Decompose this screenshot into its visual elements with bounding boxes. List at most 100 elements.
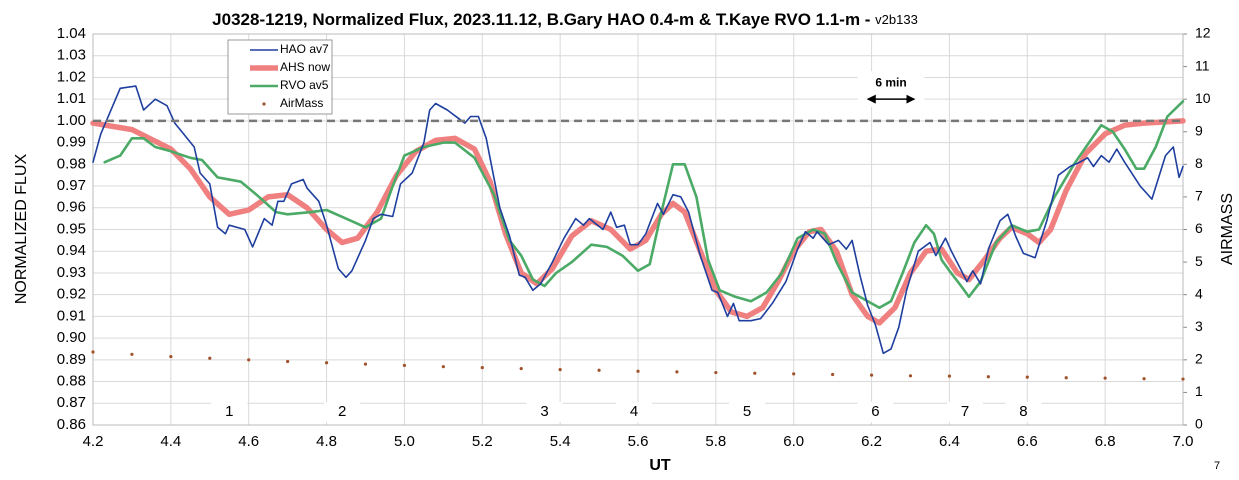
x-tick-label: 6.6 bbox=[1017, 433, 1038, 450]
airmass-dot bbox=[869, 373, 874, 377]
y2-tick-label: 6 bbox=[1195, 220, 1203, 236]
airmass-dot bbox=[324, 361, 329, 365]
airmass-dot bbox=[947, 374, 952, 378]
y-tick-label: 0.90 bbox=[57, 329, 86, 346]
airmass-dot bbox=[402, 363, 407, 367]
x-tick-label: 6.0 bbox=[783, 433, 804, 450]
y-axis-label: NORMALIZED FLUX bbox=[13, 154, 30, 305]
annotation: 8 bbox=[1019, 403, 1027, 420]
y-tick-label: 1.04 bbox=[57, 25, 86, 42]
airmass-dot bbox=[597, 368, 601, 372]
annotation: 4 bbox=[630, 403, 638, 420]
airmass-dot bbox=[1181, 377, 1185, 381]
x-tick-label: 5.2 bbox=[472, 433, 493, 450]
x-tick-label: 7.0 bbox=[1173, 433, 1194, 450]
arrow-label: 6 min bbox=[875, 75, 906, 89]
x-tick-label: 5.8 bbox=[705, 433, 726, 450]
y-tick-label: 0.88 bbox=[57, 373, 86, 390]
airmass-dot bbox=[286, 359, 290, 364]
y2-tick-label: 2 bbox=[1195, 351, 1203, 367]
airmass-dot bbox=[714, 370, 718, 375]
annotation-box bbox=[947, 402, 983, 422]
legend-label: AHS now bbox=[280, 60, 330, 74]
annotation-box bbox=[1005, 402, 1042, 422]
y2-tick-label: 9 bbox=[1195, 122, 1203, 138]
y-tick-label: 0.94 bbox=[57, 242, 86, 259]
y2-tick-label: 10 bbox=[1195, 90, 1211, 106]
airmass-dot bbox=[636, 369, 640, 373]
x-tick-label: 5.4 bbox=[550, 433, 571, 450]
legend-label: RVO av5 bbox=[280, 78, 329, 92]
x-tick-label: 4.6 bbox=[238, 433, 259, 450]
airmass-dot bbox=[247, 358, 251, 362]
y2-tick-label: 0 bbox=[1195, 416, 1203, 432]
legend-box bbox=[227, 39, 333, 115]
x-tick-label: 6.2 bbox=[861, 433, 882, 450]
y2-tick-label: 4 bbox=[1195, 285, 1203, 301]
x-tick-label: 4.2 bbox=[83, 433, 104, 450]
y2-tick-label: 12 bbox=[1195, 25, 1211, 41]
title-text: J0328-1219, Normalized Flux, 2023.11.12,… bbox=[212, 10, 875, 29]
x-tick-label: 5.6 bbox=[628, 433, 649, 450]
y2-tick-label: 3 bbox=[1195, 318, 1203, 334]
annotation: 1 bbox=[225, 403, 233, 420]
y-tick-label: 1.03 bbox=[57, 47, 86, 64]
airmass-dot bbox=[480, 366, 484, 370]
x-axis-label: UT bbox=[649, 457, 671, 474]
airmass-dot bbox=[1103, 376, 1107, 380]
x-tick-label: 6.4 bbox=[939, 433, 960, 450]
airmass-dot bbox=[363, 362, 368, 366]
y2-tick-label: 8 bbox=[1195, 155, 1203, 171]
y2-tick-label: 7 bbox=[1195, 188, 1203, 204]
y-tick-label: 0.98 bbox=[57, 155, 86, 172]
airmass-dot bbox=[558, 368, 562, 372]
airmass-dot bbox=[675, 370, 679, 374]
airmass-dot bbox=[130, 352, 134, 356]
x-tick-label: 6.8 bbox=[1095, 433, 1116, 450]
legend-label: AirMass bbox=[280, 96, 323, 110]
annotation-box bbox=[211, 402, 248, 422]
y-tick-label: 0.91 bbox=[57, 307, 86, 324]
page-number: 7 bbox=[1214, 460, 1220, 472]
annotation-box bbox=[616, 402, 653, 422]
y-tick-label: 0.87 bbox=[57, 394, 86, 411]
series-line bbox=[92, 85, 1184, 355]
airmass-dot bbox=[831, 372, 835, 377]
x-tick-label: 4.4 bbox=[160, 433, 181, 450]
y-tick-label: 0.93 bbox=[57, 264, 86, 281]
y2-tick-label: 1 bbox=[1195, 383, 1203, 399]
y2-tick-label: 11 bbox=[1195, 57, 1210, 73]
airmass-dot bbox=[519, 367, 523, 371]
airmass-dot bbox=[1142, 377, 1146, 381]
y-tick-label: 1.00 bbox=[57, 112, 86, 129]
annotation-box bbox=[526, 402, 563, 422]
y2-axis-label: AIRMASS bbox=[1219, 193, 1236, 265]
airmass-dot bbox=[208, 356, 212, 360]
airmass-dot bbox=[986, 375, 990, 379]
airmass-dot bbox=[169, 354, 173, 359]
y-tick-label: 0.96 bbox=[57, 199, 86, 216]
y-tick-label: 0.95 bbox=[57, 220, 86, 237]
y-tick-label: 0.86 bbox=[57, 416, 86, 433]
annotation: 2 bbox=[338, 403, 346, 420]
y-tick-label: 0.89 bbox=[57, 351, 86, 368]
y-tick-label: 0.97 bbox=[57, 177, 86, 194]
annotation: 5 bbox=[743, 403, 751, 420]
x-tick-label: 4.8 bbox=[316, 433, 337, 450]
x-tick-label: 5.0 bbox=[394, 433, 415, 450]
y-tick-label: 1.01 bbox=[57, 90, 86, 107]
legend-label: HAO av7 bbox=[280, 42, 329, 56]
airmass-dot bbox=[1064, 376, 1068, 380]
annotation: 6 bbox=[871, 403, 879, 420]
airmass-dot bbox=[753, 371, 757, 375]
annotation: 3 bbox=[540, 403, 548, 420]
y-tick-label: 1.02 bbox=[57, 68, 86, 85]
annotation-box bbox=[857, 402, 894, 422]
legend-swatch bbox=[262, 102, 266, 106]
y-tick-label: 0.99 bbox=[57, 134, 86, 151]
airmass-dot bbox=[1025, 375, 1029, 379]
airmass-dot bbox=[908, 374, 913, 378]
y2-tick-label: 5 bbox=[1195, 253, 1203, 269]
y-tick-label: 0.92 bbox=[57, 286, 86, 303]
